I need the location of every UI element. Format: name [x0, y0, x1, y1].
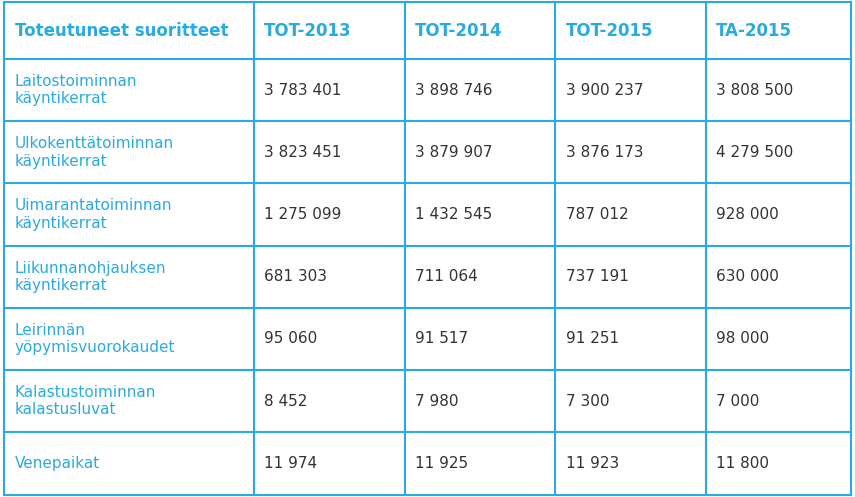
- Text: TOT-2014: TOT-2014: [415, 22, 503, 40]
- Text: 91 251: 91 251: [565, 331, 619, 346]
- Text: TOT-2013: TOT-2013: [264, 22, 352, 40]
- Text: 11 800: 11 800: [716, 456, 770, 471]
- Text: 3 879 907: 3 879 907: [415, 145, 492, 160]
- Text: 3 808 500: 3 808 500: [716, 83, 793, 98]
- Bar: [4, 370, 851, 432]
- Text: 787 012: 787 012: [565, 207, 628, 222]
- Text: 1 432 545: 1 432 545: [415, 207, 492, 222]
- Bar: [4, 246, 851, 308]
- Text: Laitostoiminnan
käyntikerrat: Laitostoiminnan käyntikerrat: [15, 74, 137, 106]
- Text: 3 823 451: 3 823 451: [264, 145, 342, 160]
- Text: 928 000: 928 000: [716, 207, 779, 222]
- Text: Venepaikat: Venepaikat: [15, 456, 100, 471]
- Bar: [4, 121, 851, 183]
- Text: Liikunnanohjauksen
käyntikerrat: Liikunnanohjauksen käyntikerrat: [15, 260, 166, 293]
- Text: 7 300: 7 300: [565, 394, 609, 409]
- Text: 11 974: 11 974: [264, 456, 317, 471]
- Bar: [4, 432, 851, 495]
- Text: Uimarantatoiminnan
käyntikerrat: Uimarantatoiminnan käyntikerrat: [15, 198, 172, 231]
- Text: 98 000: 98 000: [716, 331, 770, 346]
- Text: TA-2015: TA-2015: [716, 22, 793, 40]
- Text: 11 925: 11 925: [415, 456, 468, 471]
- Text: 3 876 173: 3 876 173: [565, 145, 643, 160]
- Text: 737 191: 737 191: [565, 269, 628, 284]
- Text: Ulkokenttätoiminnan
käyntikerrat: Ulkokenttätoiminnan käyntikerrat: [15, 136, 174, 168]
- Text: Leirinnän
yöpymisvuorokaudet: Leirinnän yöpymisvuorokaudet: [15, 323, 175, 355]
- Text: 3 783 401: 3 783 401: [264, 83, 342, 98]
- Text: 711 064: 711 064: [415, 269, 478, 284]
- Text: 7 000: 7 000: [716, 394, 759, 409]
- Bar: [4, 183, 851, 246]
- Text: 3 898 746: 3 898 746: [415, 83, 492, 98]
- Bar: [4, 2, 851, 59]
- Text: 4 279 500: 4 279 500: [716, 145, 793, 160]
- Text: 630 000: 630 000: [716, 269, 779, 284]
- Text: TOT-2015: TOT-2015: [565, 22, 653, 40]
- Text: 11 923: 11 923: [565, 456, 619, 471]
- Text: 681 303: 681 303: [264, 269, 327, 284]
- Text: Toteutuneet suoritteet: Toteutuneet suoritteet: [15, 22, 228, 40]
- Text: 7 980: 7 980: [415, 394, 458, 409]
- Text: 1 275 099: 1 275 099: [264, 207, 342, 222]
- Text: 3 900 237: 3 900 237: [565, 83, 643, 98]
- Text: 95 060: 95 060: [264, 331, 317, 346]
- Bar: [4, 59, 851, 121]
- Text: Kalastustoiminnan
kalastusluvat: Kalastustoiminnan kalastusluvat: [15, 385, 156, 417]
- Text: 91 517: 91 517: [415, 331, 468, 346]
- Text: 8 452: 8 452: [264, 394, 308, 409]
- Bar: [4, 308, 851, 370]
